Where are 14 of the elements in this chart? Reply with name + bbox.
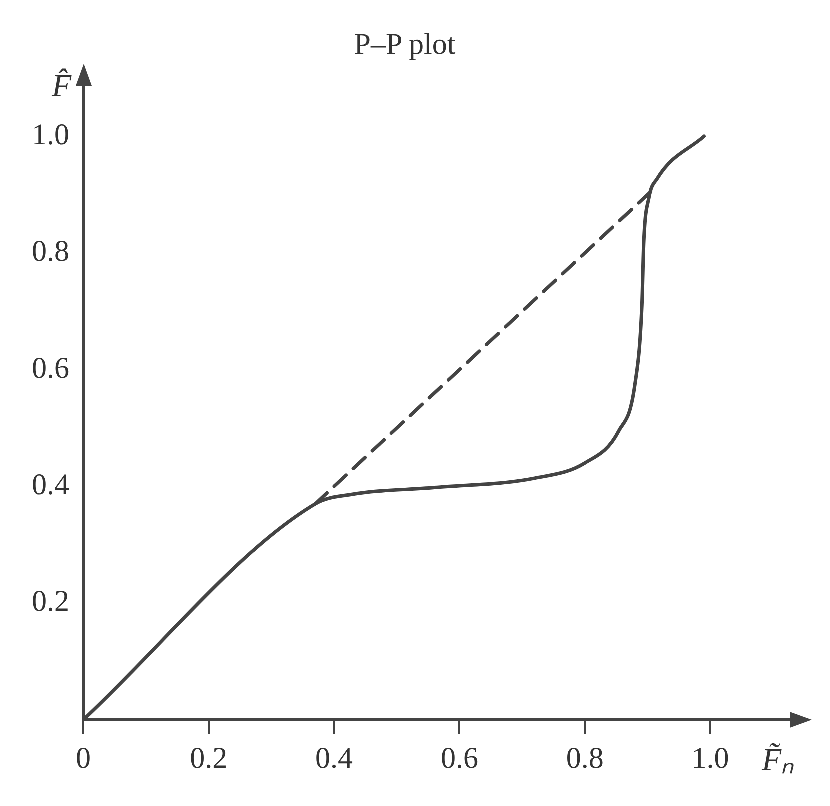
y-tick-label: 0.6 [32,352,70,385]
y-tick-label: 0.8 [32,235,70,268]
x-tick-label: 0 [76,742,91,775]
x-tick-label: 0.4 [316,742,354,775]
x-tick-label: 1.0 [692,742,730,775]
x-tick-label: 0.2 [190,742,228,775]
y-tick-label: 1.0 [32,118,70,152]
x-axis-title: F̃ₙ [761,741,795,778]
x-tick-label: 0.8 [566,742,604,775]
y-tick-label: 0.2 [32,585,70,618]
y-axis-title: F̂ [50,67,72,104]
chart-title: P–P plot [354,28,456,61]
x-tick-label: 0.6 [440,742,478,775]
y-tick-label: 0.4 [32,468,70,502]
